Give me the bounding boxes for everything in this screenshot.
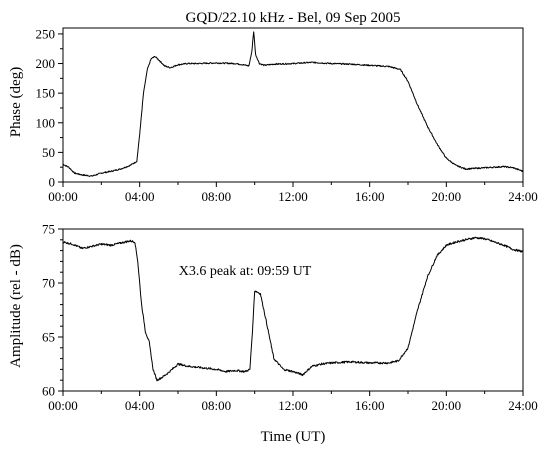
phase-series-line <box>62 31 524 177</box>
phase-x-tick-label: 24:00 <box>508 189 538 204</box>
phase-x-tick-label: 00:00 <box>48 189 78 204</box>
amplitude-y-tick-label: 60 <box>42 384 55 399</box>
phase-y-axis-label: Phase (deg) <box>8 67 24 137</box>
phase-x-tick-label: 08:00 <box>202 189 232 204</box>
amplitude-x-tick-label: 04:00 <box>125 398 155 413</box>
phase-y-tick-label: 200 <box>36 56 56 71</box>
phase-y-tick-label: 250 <box>36 26 56 41</box>
amplitude-x-tick-label: 24:00 <box>508 398 538 413</box>
amplitude-panel: X3.6 peak at: 09:59 UT Amplitude (rel - … <box>8 222 538 446</box>
phase-x-tick-label: 04:00 <box>125 189 155 204</box>
chart-title: GQD/22.10 kHz - Bel, 09 Sep 2005 <box>186 10 401 26</box>
amplitude-y-axis-label: Amplitude (rel - dB) <box>8 244 24 368</box>
phase-y-tick-label: 50 <box>42 145 55 160</box>
amplitude-x-tick-label: 08:00 <box>202 398 232 413</box>
amplitude-series-line <box>62 236 524 382</box>
phase-plot-frame <box>62 27 524 183</box>
phase-panel: GQD/22.10 kHz - Bel, 09 Sep 2005 Phase (… <box>8 10 538 204</box>
phase-x-tick-label: 16:00 <box>355 189 385 204</box>
amplitude-y-tick-label: 75 <box>42 222 55 237</box>
amplitude-x-tick-label: 12:00 <box>278 398 308 413</box>
phase-y-tick-label: 150 <box>36 86 56 101</box>
phase-y-tick-label: 100 <box>36 115 56 130</box>
amplitude-y-tick-label: 65 <box>42 330 55 345</box>
amplitude-x-tick-label: 16:00 <box>355 398 385 413</box>
phase-y-tick-label: 0 <box>49 175 56 190</box>
amplitude-plot-frame <box>62 228 524 392</box>
amplitude-x-tick-label: 20:00 <box>432 398 462 413</box>
amplitude-x-tick-label: 00:00 <box>48 398 78 413</box>
x-axis-label: Time (UT) <box>261 429 326 445</box>
phase-x-tick-label: 20:00 <box>432 189 462 204</box>
amplitude-annotation: X3.6 peak at: 09:59 UT <box>179 264 312 279</box>
phase-x-tick-label: 12:00 <box>278 189 308 204</box>
amplitude-y-tick-label: 70 <box>42 276 55 291</box>
